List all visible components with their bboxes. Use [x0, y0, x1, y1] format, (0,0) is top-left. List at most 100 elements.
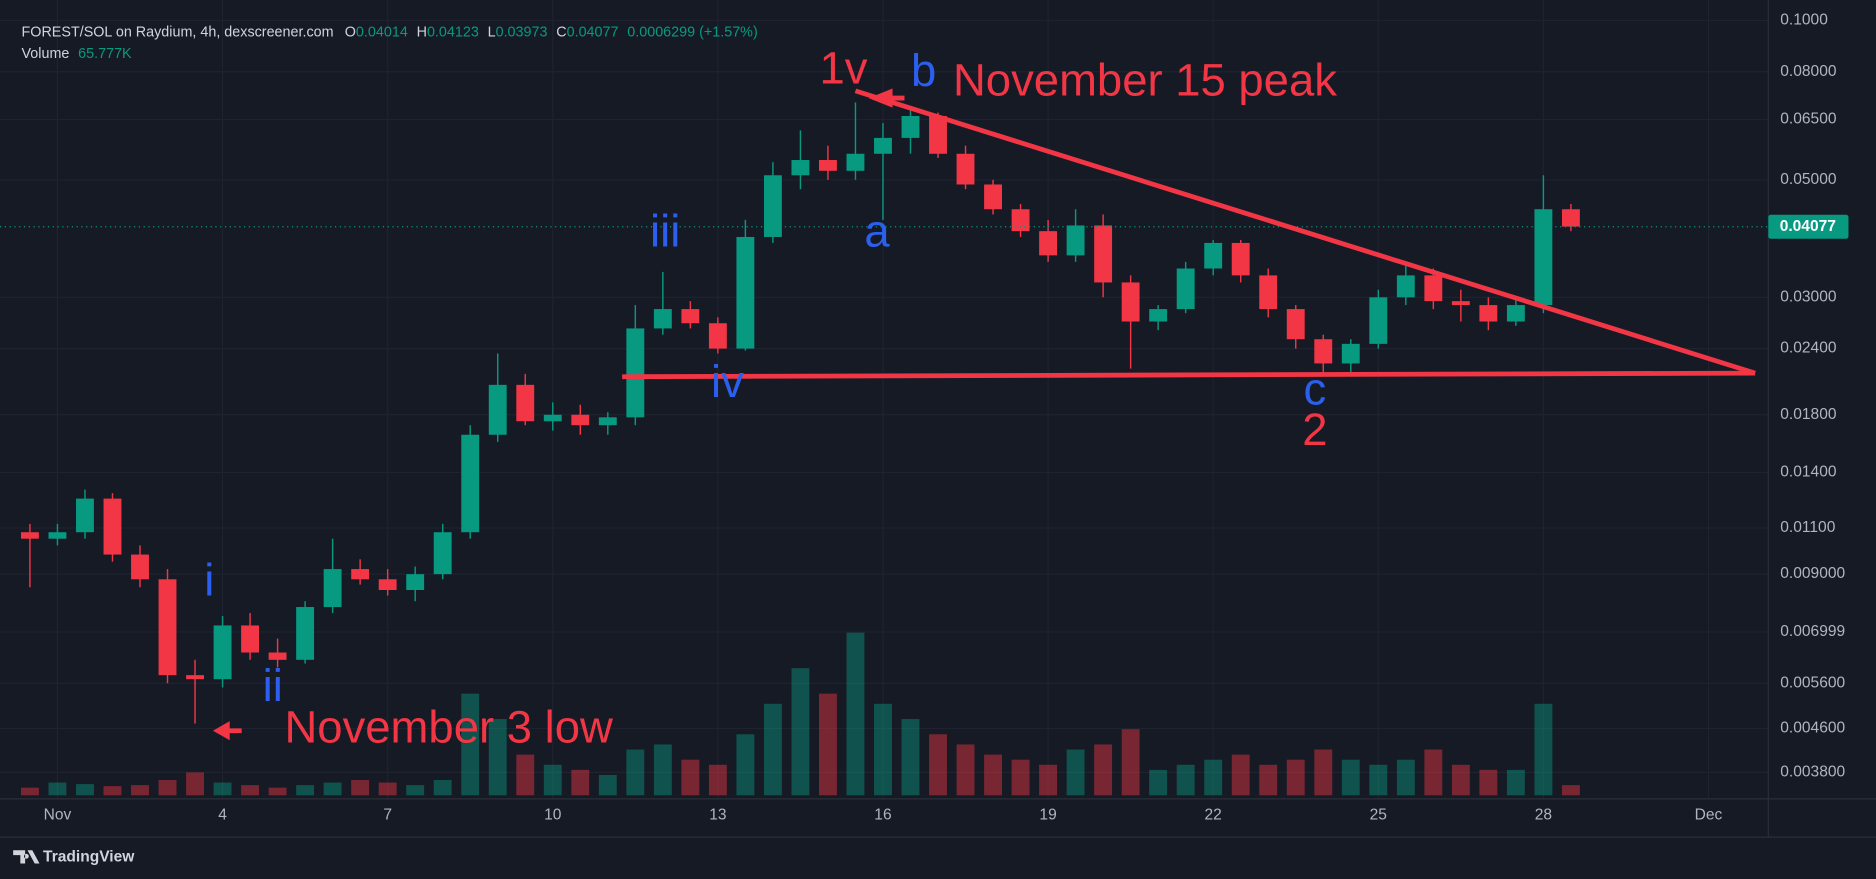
y-tick-label: 0.06500 — [1780, 111, 1837, 128]
volume-bar — [1451, 764, 1470, 796]
candle-body — [736, 236, 755, 349]
candle-body — [1314, 339, 1333, 364]
candle-body — [1369, 297, 1388, 344]
candle-body — [708, 323, 727, 349]
volume-bar — [956, 744, 975, 796]
candle-body — [488, 384, 507, 435]
axes: 0.1000 0.08000 0.06500 0.05000 0.03000 0.0240… — [0, 12, 1849, 824]
x-tick-label: 25 — [1370, 807, 1387, 824]
volume-bar — [1561, 785, 1580, 796]
ohlc-label: O — [345, 24, 356, 40]
volume-bar — [1369, 764, 1388, 796]
annotation: 1v — [819, 43, 867, 94]
volume-bar — [1396, 759, 1415, 796]
x-tick-label: Nov — [44, 807, 72, 824]
last-price-tag — [1768, 214, 1849, 239]
volume-bar — [736, 734, 755, 796]
volume-bar — [929, 734, 947, 796]
symbol: FOREST/SOL on Raydium, 4h, dexscreener.c… — [22, 24, 334, 40]
candle-body — [351, 569, 370, 580]
arrow — [212, 721, 242, 741]
volume-bar — [543, 764, 562, 796]
y-tick-label: 0.009000 — [1780, 565, 1845, 582]
volume-bar — [241, 785, 260, 796]
y-tick-label: 0.01100 — [1780, 519, 1835, 536]
volume-bar — [1176, 764, 1195, 796]
volume-bar — [20, 787, 39, 796]
candle-body — [1176, 268, 1195, 310]
volume-bar — [268, 787, 287, 796]
candle-body — [433, 532, 452, 575]
candle-body — [268, 652, 287, 660]
volume-bar — [1259, 764, 1278, 796]
last-price-label: 0.04077 — [1780, 218, 1836, 235]
volume-bar — [488, 719, 507, 796]
volume-bar — [378, 782, 397, 796]
candle-body — [296, 607, 315, 660]
volume-bar — [1149, 769, 1168, 796]
ohlc-label: L — [488, 24, 496, 40]
candle-body — [241, 625, 260, 653]
x-tick-label: 13 — [709, 807, 726, 824]
ohlc-value: 0.03973 — [496, 24, 548, 40]
ohlc-label: H — [417, 24, 427, 40]
candle-body — [213, 625, 232, 680]
candle-layer — [20, 102, 1580, 724]
candle-body — [1341, 343, 1360, 364]
candle-body — [1424, 275, 1443, 302]
candle-body — [653, 309, 672, 329]
candle-body — [1451, 301, 1470, 306]
volume-bar — [1011, 759, 1030, 796]
candle-body — [901, 115, 920, 138]
volume-bar — [1424, 749, 1443, 796]
volume-bar — [406, 785, 425, 796]
candle-body — [846, 153, 865, 171]
volume-bar — [103, 786, 122, 796]
candle-body — [1039, 231, 1058, 256]
annotation: a — [864, 205, 890, 256]
volume-bar — [1231, 754, 1250, 796]
volume-bar — [1066, 749, 1085, 796]
volume-bar — [433, 780, 452, 796]
x-tick-label: 22 — [1205, 807, 1222, 824]
volume-bar — [846, 632, 865, 796]
volume-bar — [1534, 703, 1553, 796]
volume-bar — [598, 774, 617, 796]
x-tick-label: 7 — [383, 807, 392, 824]
volume-bar — [791, 668, 810, 796]
candle-body — [1534, 209, 1553, 306]
ohlc-label: C — [556, 24, 566, 40]
volume-bar — [1479, 769, 1498, 796]
annotation: b — [911, 45, 936, 96]
support-line — [622, 370, 1756, 380]
annotation: ii — [263, 660, 283, 711]
candle-body — [626, 328, 645, 418]
volume-bar — [1094, 744, 1113, 796]
candle-body — [103, 498, 122, 555]
candle-body — [791, 160, 810, 176]
candle-body — [48, 532, 67, 539]
candle-body — [1204, 242, 1223, 269]
volume-bar — [681, 759, 700, 796]
volume-bar — [763, 703, 782, 796]
grid — [0, 0, 1769, 799]
annotation: i — [204, 555, 214, 606]
candle-body — [1066, 225, 1085, 256]
candle-body — [1121, 282, 1140, 322]
volume-bar — [1314, 749, 1333, 796]
volume-bar — [76, 784, 94, 796]
annotation: iv — [711, 356, 744, 407]
volume-bar — [323, 782, 342, 796]
ohlc-value: 0.04014 — [356, 24, 408, 40]
candle-body — [1286, 309, 1305, 340]
volume-bar — [1341, 759, 1360, 796]
volume-bar — [984, 754, 1002, 796]
volume-bar — [1506, 769, 1525, 796]
volume-bar — [901, 719, 920, 796]
volume-line: Volume 65.777K — [22, 46, 133, 62]
change: 0.0006299 — [627, 24, 695, 40]
volume-value: 65.777K — [78, 46, 132, 62]
y-tick-label: 0.03000 — [1780, 288, 1837, 305]
volume-bar — [296, 785, 315, 796]
